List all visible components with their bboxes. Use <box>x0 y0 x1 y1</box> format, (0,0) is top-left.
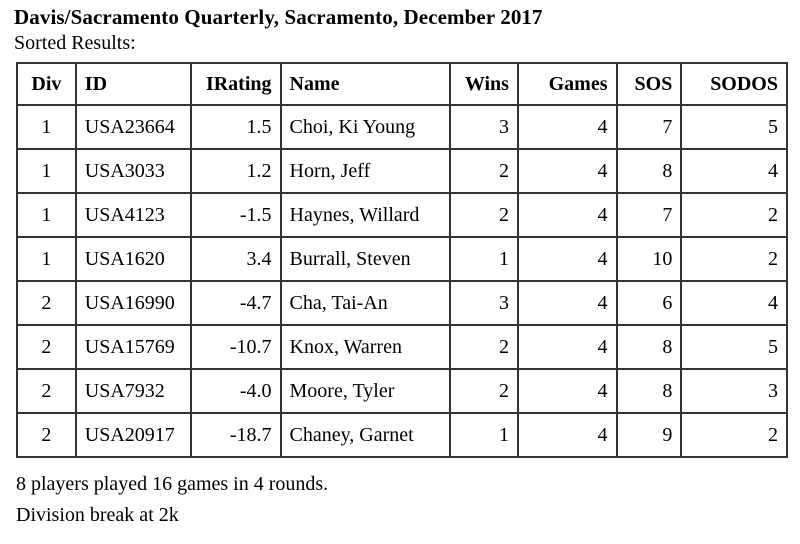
cell-id: USA1620 <box>74 236 192 283</box>
cell-games: 4 <box>516 192 618 239</box>
cell-sos: 7 <box>615 192 683 239</box>
cell-name: Cha, Tai-An <box>279 280 452 327</box>
cell-div: 1 <box>16 104 77 151</box>
column-header-div: Div <box>16 62 77 107</box>
cell-name: Moore, Tyler <box>279 368 452 415</box>
cell-name: Haynes, Willard <box>279 192 452 239</box>
column-header-id: ID <box>74 62 192 107</box>
cell-sodos: 5 <box>680 324 788 371</box>
cell-irating: 1.5 <box>189 104 282 151</box>
cell-wins: 3 <box>449 104 519 151</box>
cell-div: 1 <box>16 192 77 239</box>
cell-sodos: 3 <box>680 368 788 415</box>
cell-irating: 1.2 <box>189 148 282 195</box>
cell-sos: 10 <box>615 236 683 283</box>
cell-div: 2 <box>16 324 77 371</box>
cell-sodos: 2 <box>680 412 788 459</box>
cell-irating: 3.4 <box>189 236 282 283</box>
cell-id: USA3033 <box>74 148 192 195</box>
cell-wins: 1 <box>449 236 519 283</box>
cell-sodos: 4 <box>680 148 788 195</box>
cell-name: Chaney, Garnet <box>279 412 452 459</box>
table-row: 2 USA16990 -4.7 Cha, Tai-An 3 4 6 4 <box>16 280 788 327</box>
cell-games: 4 <box>516 280 618 327</box>
column-header-sodos: SODOS <box>680 62 788 107</box>
cell-div: 2 <box>16 280 77 327</box>
table-row: 2 USA15769 -10.7 Knox, Warren 2 4 8 5 <box>16 324 788 371</box>
cell-sos: 8 <box>615 368 683 415</box>
cell-wins: 2 <box>449 192 519 239</box>
cell-div: 1 <box>16 148 77 195</box>
cell-sodos: 2 <box>680 192 788 239</box>
cell-sos: 9 <box>615 412 683 459</box>
cell-sos: 8 <box>615 148 683 195</box>
page-title: Davis/Sacramento Quarterly, Sacramento, … <box>14 5 543 29</box>
cell-irating: -4.0 <box>189 368 282 415</box>
cell-sos: 8 <box>615 324 683 371</box>
cell-games: 4 <box>516 324 618 371</box>
column-header-games: Games <box>516 62 618 107</box>
cell-name: Choi, Ki Young <box>279 104 452 151</box>
cell-sodos: 5 <box>680 104 788 151</box>
cell-div: 2 <box>16 368 77 415</box>
column-header-sos: SOS <box>615 62 683 107</box>
results-page: Davis/Sacramento Quarterly, Sacramento, … <box>14 5 788 527</box>
cell-sos: 6 <box>615 280 683 327</box>
cell-id: USA23664 <box>74 104 192 151</box>
cell-irating: -10.7 <box>189 324 282 371</box>
cell-games: 4 <box>516 412 618 459</box>
cell-name: Burrall, Steven <box>279 236 452 283</box>
cell-id: USA16990 <box>74 280 192 327</box>
cell-games: 4 <box>516 148 618 195</box>
cell-games: 4 <box>516 368 618 415</box>
table-row: 2 USA7932 -4.0 Moore, Tyler 2 4 8 3 <box>16 368 788 415</box>
table-row: 1 USA4123 -1.5 Haynes, Willard 2 4 7 2 <box>16 192 788 239</box>
cell-sos: 7 <box>615 104 683 151</box>
table-row: 1 USA23664 1.5 Choi, Ki Young 3 4 7 5 <box>16 104 788 151</box>
cell-sodos: 2 <box>680 236 788 283</box>
cell-name: Knox, Warren <box>279 324 452 371</box>
table-row: 1 USA3033 1.2 Horn, Jeff 2 4 8 4 <box>16 148 788 195</box>
cell-games: 4 <box>516 104 618 151</box>
cell-id: USA15769 <box>74 324 192 371</box>
cell-div: 2 <box>16 412 77 459</box>
cell-sodos: 4 <box>680 280 788 327</box>
column-header-irating: IRating <box>189 62 282 107</box>
column-header-name: Name <box>279 62 452 107</box>
cell-irating: -1.5 <box>189 192 282 239</box>
cell-wins: 2 <box>449 368 519 415</box>
cell-div: 1 <box>16 236 77 283</box>
cell-wins: 2 <box>449 148 519 195</box>
cell-irating: -4.7 <box>189 280 282 327</box>
summary-line: 8 players played 16 games in 4 rounds. <box>16 473 329 496</box>
cell-id: USA20917 <box>74 412 192 459</box>
sorted-results-label: Sorted Results: <box>14 32 136 55</box>
cell-wins: 1 <box>449 412 519 459</box>
cell-wins: 2 <box>449 324 519 371</box>
table-row: 2 USA20917 -18.7 Chaney, Garnet 1 4 9 2 <box>16 412 788 459</box>
column-header-wins: Wins <box>449 62 519 107</box>
cell-games: 4 <box>516 236 618 283</box>
cell-wins: 3 <box>449 280 519 327</box>
cell-irating: -18.7 <box>189 412 282 459</box>
table-row: 1 USA1620 3.4 Burrall, Steven 1 4 10 2 <box>16 236 788 283</box>
cell-name: Horn, Jeff <box>279 148 452 195</box>
cell-id: USA4123 <box>74 192 192 239</box>
results-table: Div ID IRating Name Wins Games SOS SODOS 1 USA23… <box>16 62 788 459</box>
division-break-line: Division break at 2k <box>16 504 179 527</box>
cell-id: USA7932 <box>74 368 192 415</box>
table-header-row: Div ID IRating Name Wins Games SOS SODOS <box>16 62 788 107</box>
